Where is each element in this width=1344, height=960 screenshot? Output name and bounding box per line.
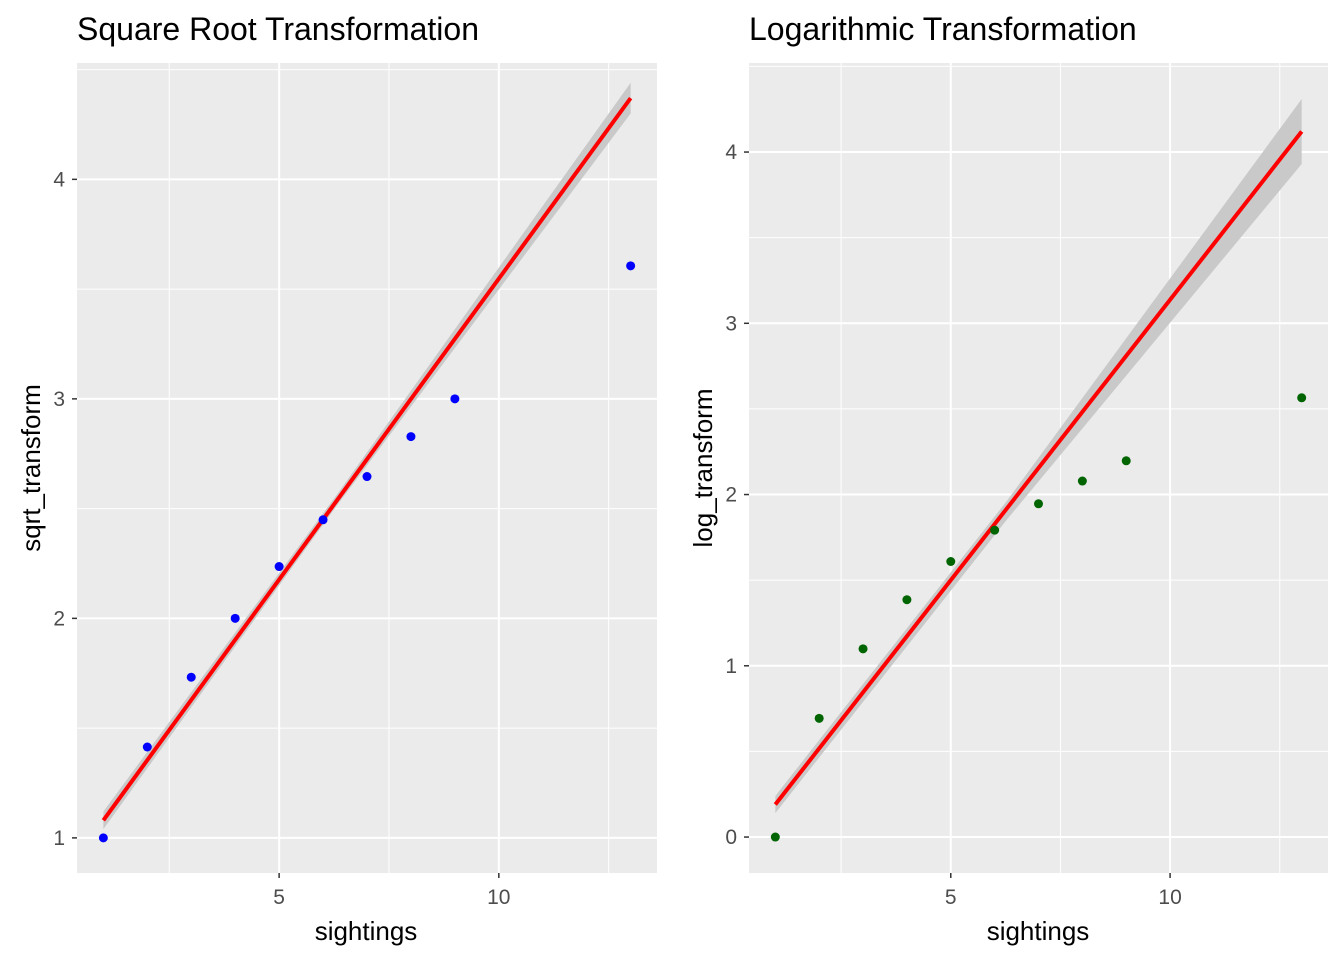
chart-title: Square Root Transformation (77, 11, 479, 47)
regression-line-group (773, 130, 1304, 806)
x-tick-label: 10 (487, 886, 510, 909)
regression-line (101, 96, 633, 822)
sqrt-transform-chart: Square Root Transformation 5 10 1 2 3 4 sigh… (16, 11, 657, 946)
data-point (450, 394, 460, 404)
data-points (98, 261, 636, 843)
data-point (1077, 476, 1087, 486)
data-point (230, 613, 240, 623)
y-axis-title: log_transform (688, 389, 718, 548)
y-tick-label: 4 (725, 141, 737, 164)
data-point (626, 261, 636, 271)
data-point (990, 525, 1000, 535)
y-tick-label: 1 (53, 827, 65, 850)
data-point (814, 713, 824, 723)
y-tick-label: 2 (53, 607, 65, 630)
data-point (770, 832, 780, 842)
data-point (98, 833, 108, 843)
x-axis-title: sightings (987, 916, 1090, 946)
y-tick-label: 1 (725, 655, 737, 678)
data-point (946, 557, 956, 567)
x-tick-label: 10 (1158, 886, 1181, 909)
data-point (274, 562, 284, 572)
data-points (770, 393, 1307, 842)
regression-line-group (101, 96, 633, 822)
data-point (318, 515, 328, 525)
data-point (902, 595, 912, 605)
data-point (186, 672, 196, 682)
chart-title: Logarithmic Transformation (749, 11, 1137, 47)
x-axis: 5 10 (273, 873, 510, 909)
data-point (406, 432, 416, 442)
data-point (858, 644, 868, 654)
y-tick-label: 0 (725, 826, 737, 849)
data-point (362, 472, 372, 482)
y-tick-label: 2 (725, 484, 737, 507)
x-tick-label: 5 (945, 886, 957, 909)
regression-line (773, 130, 1304, 806)
x-axis-title: sightings (315, 916, 418, 946)
y-axis: 1 2 3 4 (53, 168, 77, 850)
y-tick-label: 3 (725, 312, 737, 335)
y-tick-label: 3 (53, 388, 65, 411)
log-transform-chart: Logarithmic Transformation 5 10 0 1 2 3 4 sig… (688, 11, 1328, 946)
data-point (1121, 456, 1131, 466)
gridlines (77, 63, 657, 873)
data-point (1297, 393, 1307, 403)
data-point (1034, 499, 1043, 509)
y-axis: 0 1 2 3 4 (725, 141, 749, 849)
y-tick-label: 4 (53, 168, 65, 191)
x-tick-label: 5 (273, 886, 285, 909)
y-axis-title: sqrt_transform (16, 384, 46, 552)
x-axis: 5 10 (945, 873, 1182, 909)
data-point (142, 742, 152, 752)
